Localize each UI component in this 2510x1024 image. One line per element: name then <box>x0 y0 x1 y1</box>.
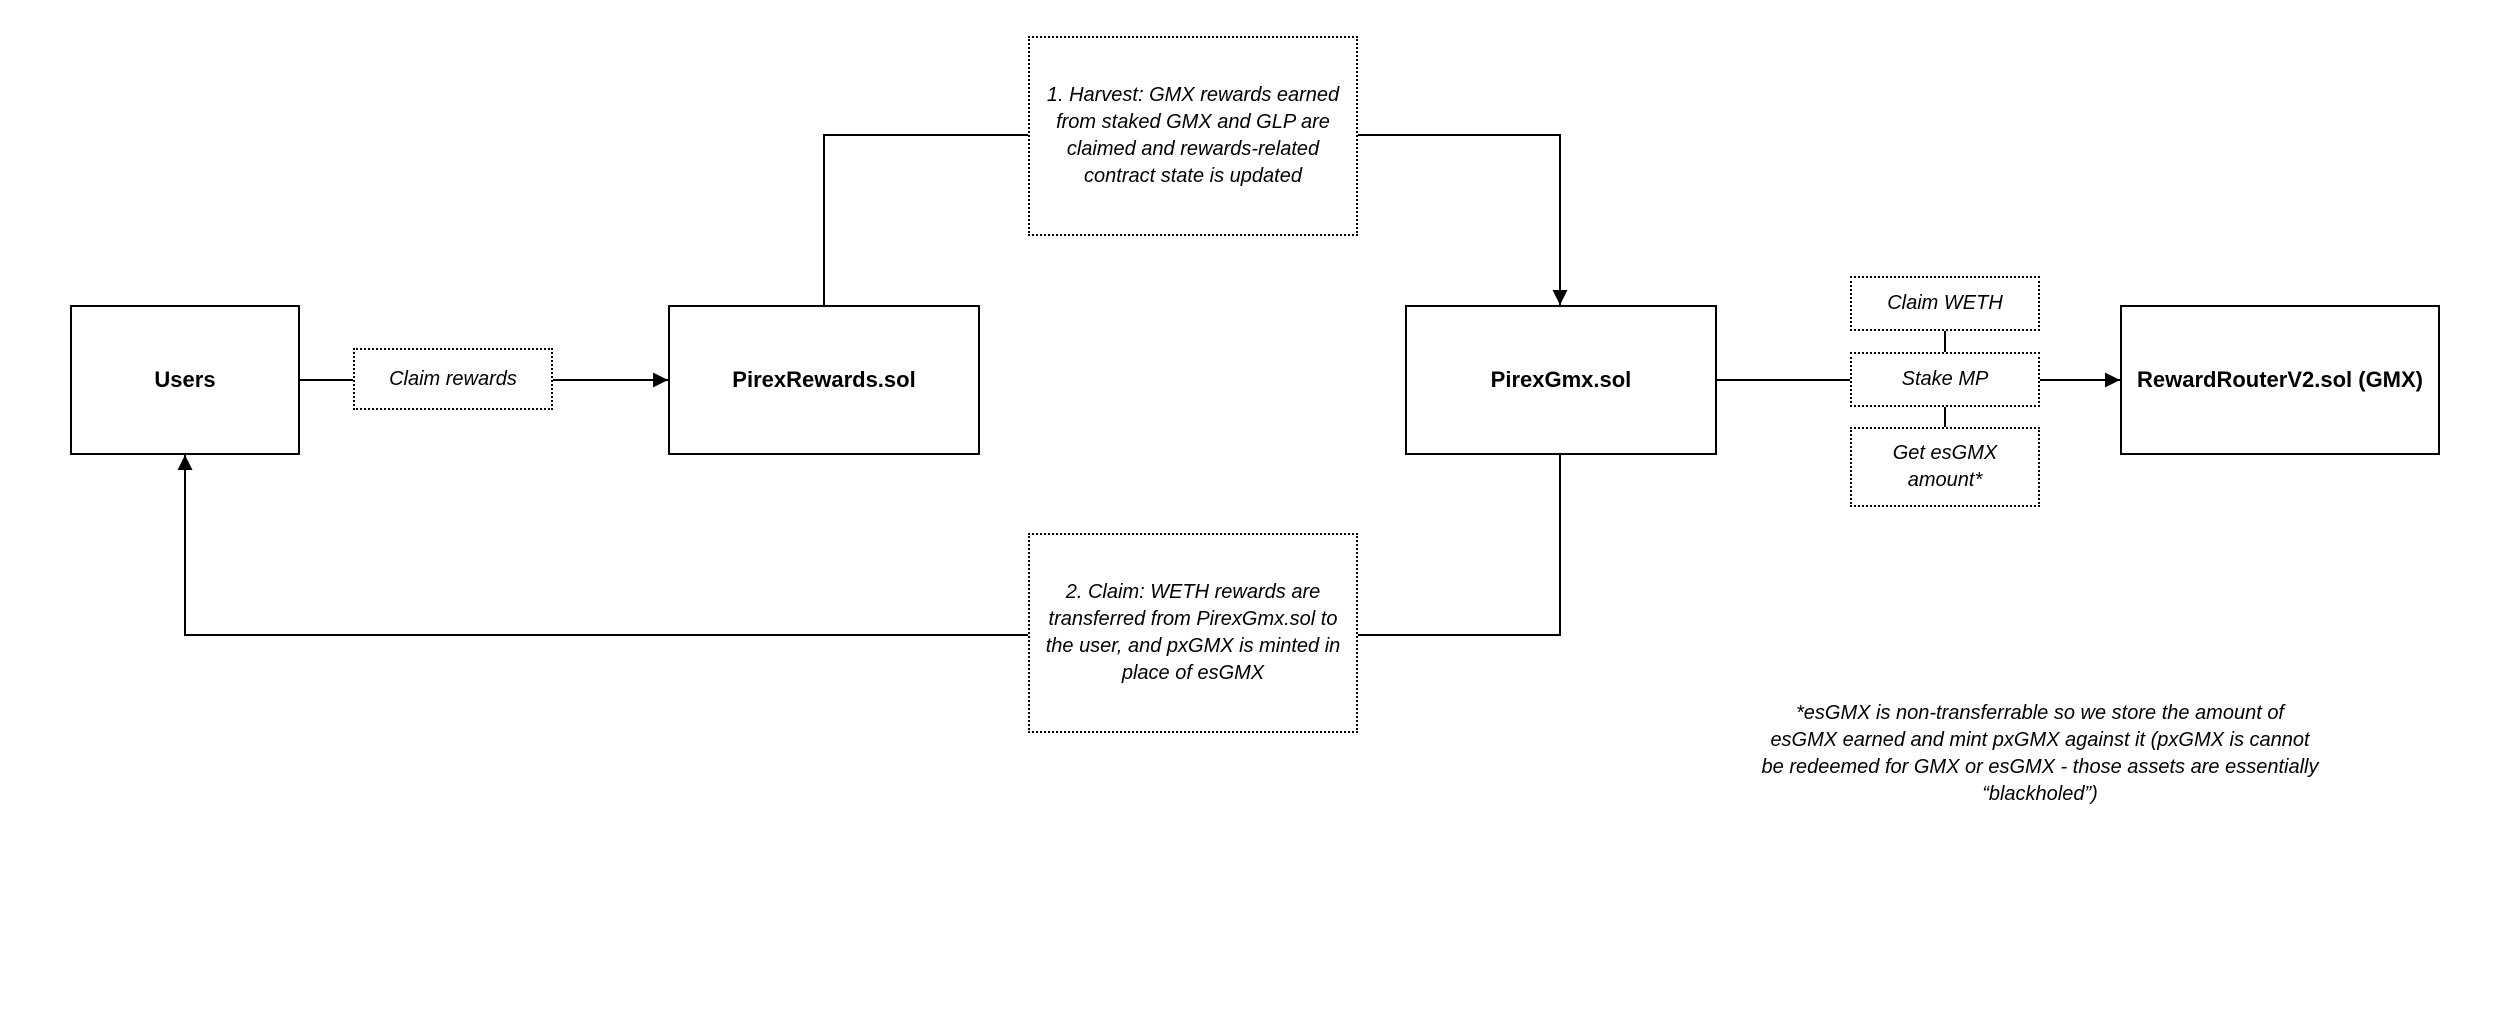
footnote-content: *esGMX is non-transferrable so we store … <box>1762 702 2319 805</box>
node-pirexgmx: PirexGmx.sol <box>1405 305 1717 455</box>
annotation-text: Claim rewards <box>389 366 517 393</box>
diagram-canvas: Users PirexRewards.sol PirexGmx.sol Rewa… <box>0 0 2510 1024</box>
annotation-claim: 2. Claim: WETH rewards are transferred f… <box>1028 533 1358 733</box>
annotation-text: Get esGMX amount* <box>1862 440 2028 494</box>
node-rewardrouter: RewardRouterV2.sol (GMX) <box>2120 305 2440 455</box>
node-label: Users <box>154 367 215 393</box>
footnote-text: *esGMX is non-transferrable so we store … <box>1760 700 2320 808</box>
annotation-claim-weth: Claim WETH <box>1850 276 2040 331</box>
annotation-text: Stake MP <box>1902 366 1989 393</box>
annotation-harvest: 1. Harvest: GMX rewards earned from stak… <box>1028 36 1358 236</box>
node-label: PirexRewards.sol <box>732 367 915 393</box>
edge-harvest-to-pirexgmx <box>1358 135 1560 305</box>
annotation-stake-mp: Stake MP <box>1850 352 2040 407</box>
annotation-claim-rewards: Claim rewards <box>353 348 553 410</box>
node-label: PirexGmx.sol <box>1491 367 1632 393</box>
annotation-get-esgmx: Get esGMX amount* <box>1850 427 2040 507</box>
edge-pirexgmx-bottom-out <box>1358 455 1560 635</box>
edge-claim-to-users <box>185 455 1028 635</box>
annotation-text: 1. Harvest: GMX rewards earned from stak… <box>1040 82 1346 190</box>
annotation-text: Claim WETH <box>1887 290 2003 317</box>
node-users: Users <box>70 305 300 455</box>
annotation-text: 2. Claim: WETH rewards are transferred f… <box>1040 579 1346 687</box>
node-pirexrewards: PirexRewards.sol <box>668 305 980 455</box>
node-label: RewardRouterV2.sol (GMX) <box>2137 367 2423 393</box>
edge-pirexrewards-top-out <box>824 135 1028 305</box>
